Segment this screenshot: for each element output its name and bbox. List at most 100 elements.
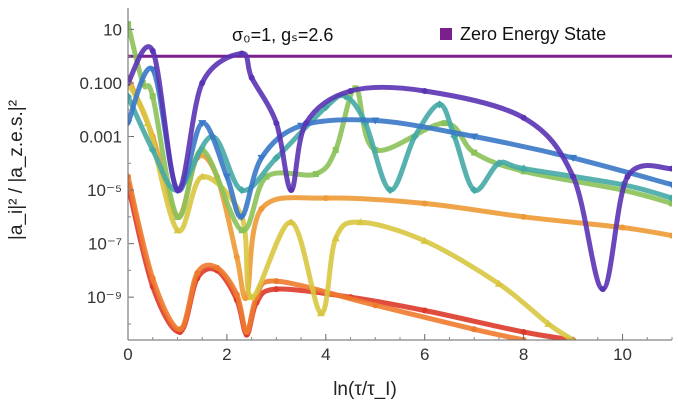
x-tick-label: 6 bbox=[420, 345, 429, 364]
data-point-series-5 bbox=[174, 213, 181, 220]
data-point-series-5 bbox=[332, 146, 339, 153]
data-point-series-5 bbox=[312, 171, 319, 177]
data-point-series-7 bbox=[198, 120, 207, 128]
data-point-series-8 bbox=[174, 187, 181, 194]
data-point-series-6 bbox=[470, 186, 479, 195]
series-line-2 bbox=[128, 174, 527, 340]
y-tick-label: 10⁻⁵ bbox=[87, 181, 122, 200]
axes: 0 2 4 6 8 10 10 0.100 0.001 10⁻⁵ 10⁻⁷ 10⁻⁹ bbox=[79, 8, 673, 364]
data-point-series-5 bbox=[128, 21, 131, 28]
data-point-series-7 bbox=[222, 173, 231, 181]
data-point-series-8 bbox=[303, 120, 310, 127]
data-point-series-6 bbox=[237, 186, 246, 195]
data-point-series-4 bbox=[420, 236, 429, 244]
data-point-series-8 bbox=[347, 88, 354, 94]
data-point-series-2 bbox=[273, 278, 280, 285]
data-point-series-8 bbox=[199, 79, 206, 86]
data-point-series-7 bbox=[128, 120, 132, 128]
data-point-series-5 bbox=[669, 200, 672, 207]
data-point-series-6 bbox=[410, 132, 419, 141]
data-point-series-8 bbox=[238, 50, 245, 57]
data-point-series-6 bbox=[272, 153, 281, 162]
data-point-series-2 bbox=[128, 173, 131, 180]
x-tick-label: 2 bbox=[222, 345, 231, 364]
data-point-series-8 bbox=[599, 286, 606, 293]
y-axis-title: |a_i|² / |a_z.e.s.|² bbox=[6, 100, 27, 240]
data-point-series-3 bbox=[421, 200, 428, 207]
data-point-series-4 bbox=[198, 172, 207, 180]
data-point-series-7 bbox=[257, 154, 266, 162]
data-point-series-3 bbox=[669, 232, 672, 239]
y-tick-label: 0.100 bbox=[79, 74, 122, 93]
data-point-series-4 bbox=[331, 234, 340, 242]
data-point-series-5 bbox=[149, 93, 156, 100]
x-tick-label: 0 bbox=[123, 345, 132, 364]
x-tick-label: 4 bbox=[321, 345, 330, 364]
data-point-series-7 bbox=[668, 181, 672, 189]
data-point-series-3 bbox=[520, 213, 527, 220]
data-point-series-6 bbox=[519, 164, 528, 173]
data-point-series-2 bbox=[149, 275, 156, 282]
data-point-series-4 bbox=[173, 226, 182, 234]
x-axis-title: ln(τ/τ_I) bbox=[333, 379, 397, 400]
data-point-series-3 bbox=[258, 205, 265, 212]
data-point-series-6 bbox=[148, 145, 157, 154]
legend: Zero Energy State bbox=[440, 24, 606, 44]
data-point-series-6 bbox=[128, 92, 132, 101]
data-point-series-8 bbox=[288, 187, 295, 194]
series-line-8 bbox=[128, 44, 672, 292]
y-tick-label: 10⁻⁷ bbox=[88, 235, 122, 254]
data-point-series-7 bbox=[470, 133, 479, 141]
data-point-series-4 bbox=[544, 319, 553, 327]
data-point-series-8 bbox=[669, 165, 672, 172]
data-point-series-3 bbox=[322, 195, 329, 202]
data-point-series-2 bbox=[243, 328, 250, 335]
data-point-series-2 bbox=[372, 302, 379, 309]
x-tick-label: 8 bbox=[519, 345, 528, 364]
data-point-series-8 bbox=[273, 120, 280, 127]
data-point-series-7 bbox=[569, 154, 578, 162]
data-point-series-4 bbox=[316, 309, 325, 317]
data-point-series-2 bbox=[194, 270, 201, 277]
data-point-series-1 bbox=[273, 286, 280, 293]
plot-area bbox=[128, 21, 672, 340]
data-point-series-2 bbox=[233, 291, 240, 298]
data-point-series-6 bbox=[386, 186, 395, 195]
data-point-series-4 bbox=[494, 279, 503, 287]
data-point-series-1 bbox=[421, 307, 428, 314]
data-point-series-8 bbox=[149, 47, 156, 54]
data-point-series-4 bbox=[143, 119, 152, 127]
data-point-series-8 bbox=[520, 114, 527, 121]
legend-swatch-zero-energy-state bbox=[440, 28, 452, 40]
data-point-series-5 bbox=[263, 173, 270, 180]
data-point-series-5 bbox=[471, 149, 478, 156]
data-point-series-7 bbox=[237, 213, 246, 221]
data-point-series-8 bbox=[624, 173, 631, 180]
legend-label-zero-energy-state: Zero Energy State bbox=[460, 24, 606, 44]
data-point-series-7 bbox=[371, 117, 380, 125]
data-point-series-2 bbox=[471, 326, 478, 333]
chart-annotation: σ₀=1, gₛ=2.6 bbox=[232, 25, 333, 45]
data-point-series-2 bbox=[176, 326, 183, 333]
data-point-series-2 bbox=[214, 264, 221, 271]
data-point-series-6 bbox=[668, 194, 672, 203]
data-point-series-1 bbox=[520, 328, 527, 335]
data-point-series-4 bbox=[356, 218, 365, 226]
data-point-series-4 bbox=[287, 218, 296, 226]
data-point-series-8 bbox=[570, 173, 577, 180]
data-point-series-8 bbox=[248, 74, 255, 81]
data-point-series-6 bbox=[494, 159, 503, 168]
y-tick-label: 10⁻⁹ bbox=[87, 288, 122, 307]
x-tick-label: 10 bbox=[613, 345, 632, 364]
data-point-series-4 bbox=[247, 293, 256, 301]
data-point-series-3 bbox=[233, 254, 240, 260]
data-point-series-6 bbox=[435, 100, 444, 109]
y-tick-label: 10 bbox=[103, 20, 122, 39]
data-point-series-3 bbox=[619, 224, 626, 231]
y-tick-label: 0.001 bbox=[79, 128, 122, 147]
data-point-series-5 bbox=[238, 227, 245, 234]
data-point-series-5 bbox=[441, 120, 448, 127]
series-line-1 bbox=[128, 182, 576, 340]
data-point-series-8 bbox=[421, 88, 428, 94]
